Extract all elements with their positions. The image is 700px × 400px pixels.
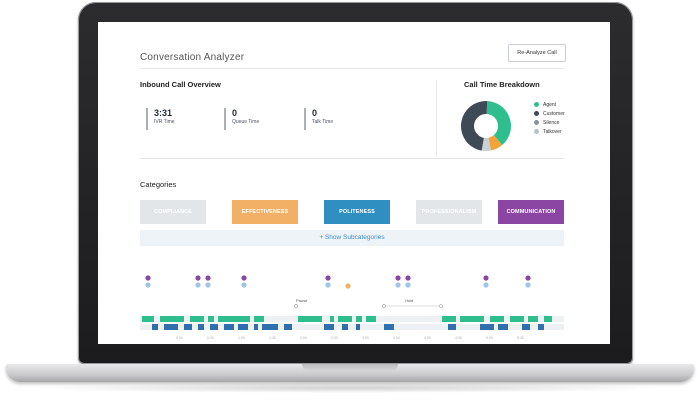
- header-divider: [140, 68, 564, 69]
- breakdown-legend: Agent Customer Silence Talkover: [534, 100, 565, 136]
- event-dot[interactable]: [525, 282, 531, 288]
- time-axis: 0:00 0:30 1:00 1:30 2:00 2:30 3:00 3:30 4:00 4:30…: [176, 336, 524, 340]
- time-tick-label: 4:00: [424, 336, 431, 340]
- metric-value: 3:31: [154, 108, 173, 118]
- laptop-notch: [302, 364, 398, 371]
- event-dot[interactable]: [205, 282, 211, 288]
- metric-queue-time: 0 Queue Time: [224, 108, 259, 130]
- time-tick-label: 2:30: [331, 336, 338, 340]
- customer-track: [140, 324, 564, 330]
- overview-divider: [140, 158, 564, 159]
- breakdown-title: Call Time Breakdown: [464, 80, 540, 89]
- laptop-base: [6, 364, 694, 382]
- hold-marker-end[interactable]: [439, 304, 443, 308]
- app-screen: Conversation Analyzer Re-Analyze Call In…: [98, 22, 610, 344]
- metric-label: IVR Time: [154, 119, 175, 125]
- time-tick-label: 2:00: [300, 336, 307, 340]
- legend-dot-agent: [534, 102, 539, 107]
- page-title: Conversation Analyzer: [140, 52, 245, 63]
- event-dots: [145, 275, 531, 289]
- time-tick-label: 3:30: [393, 336, 400, 340]
- time-tick-label: 0:00: [176, 336, 183, 340]
- metric-value: 0: [312, 108, 318, 118]
- time-tick-label: 5:30: [517, 336, 524, 340]
- event-dot[interactable]: [483, 275, 489, 281]
- event-dot[interactable]: [405, 282, 411, 288]
- metric-label: Queue Time: [232, 119, 260, 125]
- legend-label: Silence: [543, 119, 560, 126]
- legend-item-agent: Agent: [534, 100, 565, 109]
- category-professionalism-button[interactable]: PROFESSIONALISM: [416, 200, 482, 224]
- event-dot[interactable]: [195, 275, 201, 281]
- event-dot[interactable]: [241, 275, 247, 281]
- legend-label: Customer: [543, 110, 565, 117]
- event-dot[interactable]: [395, 275, 401, 281]
- metric-talk-time: 0 Talk Time: [304, 108, 333, 130]
- call-timeline: Pause Hold: [140, 275, 564, 340]
- metric-value: 0: [232, 108, 238, 118]
- reanalyze-call-button[interactable]: Re-Analyze Call: [508, 44, 566, 62]
- event-dot[interactable]: [325, 282, 331, 288]
- legend-item-silence: Silence: [534, 118, 565, 127]
- show-subcategories-link[interactable]: + Show Subcategories: [140, 230, 564, 246]
- categories-title: Categories: [140, 180, 177, 189]
- category-effectiveness-button[interactable]: EFFECTIVENESS: [232, 200, 298, 224]
- time-tick-label: 1:30: [269, 336, 276, 340]
- event-dot[interactable]: [483, 282, 489, 288]
- donut-slice-0[interactable]: [486, 101, 511, 146]
- time-tick-label: 5:00: [486, 336, 493, 340]
- laptop-shadow: [30, 383, 670, 393]
- overview-title: Inbound Call Overview: [140, 80, 221, 89]
- category-compliance-button[interactable]: COMPLIANCE: [140, 200, 206, 224]
- category-communication-button[interactable]: COMMUNICATION: [498, 200, 564, 224]
- event-dot[interactable]: [405, 275, 411, 281]
- legend-item-customer: Customer: [534, 109, 565, 118]
- legend-label: Agent: [543, 101, 557, 108]
- metric-label: Talk Time: [312, 119, 334, 125]
- event-dot[interactable]: [195, 282, 201, 288]
- legend-dot-silence: [534, 120, 539, 125]
- legend-item-talkover: Talkover: [534, 127, 565, 136]
- pause-marker-label: Pause: [296, 298, 308, 303]
- event-dot[interactable]: [525, 275, 531, 281]
- event-dot[interactable]: [325, 275, 331, 281]
- event-dot[interactable]: [205, 275, 211, 281]
- donut-slice-1[interactable]: [488, 135, 503, 151]
- time-tick-label: 4:30: [455, 336, 462, 340]
- hold-marker-start[interactable]: [382, 304, 386, 308]
- legend-dot-customer: [534, 111, 539, 116]
- call-time-donut-chart: [461, 101, 511, 151]
- event-dot[interactable]: [345, 283, 351, 289]
- time-tick-label: 1:00: [238, 336, 245, 340]
- section-divider: [436, 80, 437, 156]
- metric-ivr-time: 3:31 IVR Time: [146, 108, 175, 130]
- time-tick-label: 0:30: [207, 336, 214, 340]
- agent-segments: [142, 316, 552, 322]
- pause-marker[interactable]: [294, 304, 298, 308]
- donut-slice-2[interactable]: [481, 137, 491, 151]
- donut-slice-3[interactable]: [461, 101, 488, 151]
- customer-segments: [152, 324, 544, 330]
- category-politeness-button[interactable]: POLITENESS: [324, 200, 390, 224]
- event-dot[interactable]: [241, 282, 247, 288]
- legend-dot-talkover: [534, 129, 539, 134]
- event-dot[interactable]: [145, 275, 151, 281]
- legend-label: Talkover: [543, 128, 562, 135]
- event-dot[interactable]: [145, 282, 151, 288]
- hold-marker-label: Hold: [405, 298, 413, 303]
- event-dot[interactable]: [395, 282, 401, 288]
- time-tick-label: 3:00: [362, 336, 369, 340]
